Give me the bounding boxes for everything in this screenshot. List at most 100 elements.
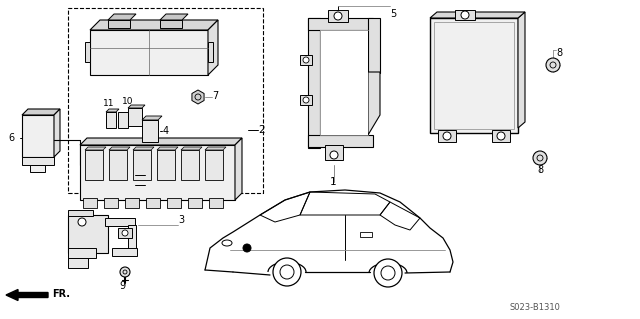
Polygon shape bbox=[181, 147, 202, 150]
Polygon shape bbox=[235, 138, 242, 200]
Polygon shape bbox=[85, 147, 106, 150]
Bar bbox=[325, 145, 343, 160]
Bar bbox=[109, 150, 127, 180]
Circle shape bbox=[330, 151, 338, 159]
Polygon shape bbox=[80, 138, 242, 145]
Text: 8: 8 bbox=[556, 48, 562, 58]
Bar bbox=[118, 228, 132, 238]
Polygon shape bbox=[430, 12, 525, 18]
Polygon shape bbox=[157, 147, 178, 150]
Text: 1: 1 bbox=[330, 177, 337, 187]
Bar bbox=[80, 145, 235, 200]
Bar bbox=[104, 198, 118, 208]
Bar bbox=[85, 150, 103, 180]
Circle shape bbox=[303, 57, 309, 63]
Text: S023-B1310: S023-B1310 bbox=[510, 303, 561, 313]
Circle shape bbox=[334, 12, 342, 20]
Polygon shape bbox=[192, 90, 204, 104]
Bar bbox=[22, 157, 54, 165]
Circle shape bbox=[78, 218, 86, 226]
Circle shape bbox=[374, 259, 402, 287]
Circle shape bbox=[443, 132, 451, 140]
Bar bbox=[106, 112, 116, 128]
Bar bbox=[125, 198, 139, 208]
Bar bbox=[68, 248, 96, 258]
Polygon shape bbox=[106, 109, 119, 112]
Polygon shape bbox=[208, 42, 213, 62]
Bar bbox=[209, 198, 223, 208]
Bar bbox=[360, 232, 372, 237]
Bar bbox=[492, 130, 510, 142]
Polygon shape bbox=[205, 147, 226, 150]
Text: 2: 2 bbox=[258, 125, 264, 135]
Circle shape bbox=[243, 244, 251, 252]
FancyArrow shape bbox=[6, 290, 48, 300]
Text: 10: 10 bbox=[122, 98, 134, 107]
Text: 9: 9 bbox=[119, 281, 125, 291]
Bar bbox=[300, 55, 312, 65]
Bar bbox=[181, 150, 199, 180]
Bar bbox=[68, 8, 263, 193]
Circle shape bbox=[303, 97, 309, 103]
Polygon shape bbox=[90, 20, 218, 30]
Circle shape bbox=[273, 258, 301, 286]
Text: 4: 4 bbox=[163, 126, 169, 136]
Bar bbox=[90, 30, 208, 75]
Bar bbox=[368, 18, 380, 73]
Circle shape bbox=[497, 132, 505, 140]
Bar bbox=[112, 248, 137, 256]
Polygon shape bbox=[108, 20, 130, 28]
Polygon shape bbox=[109, 147, 130, 150]
Circle shape bbox=[546, 58, 560, 72]
Circle shape bbox=[120, 267, 130, 277]
Polygon shape bbox=[22, 109, 60, 115]
Bar bbox=[68, 215, 108, 253]
Polygon shape bbox=[160, 20, 182, 28]
Bar bbox=[188, 198, 202, 208]
Bar bbox=[68, 210, 93, 216]
Bar bbox=[438, 130, 456, 142]
Bar bbox=[328, 10, 348, 22]
Text: 3: 3 bbox=[178, 215, 184, 225]
Bar bbox=[157, 150, 175, 180]
Polygon shape bbox=[108, 14, 136, 20]
Text: FR.: FR. bbox=[52, 289, 70, 299]
Bar bbox=[430, 18, 518, 133]
Bar bbox=[205, 150, 223, 180]
Polygon shape bbox=[518, 12, 525, 128]
Polygon shape bbox=[54, 109, 60, 157]
Bar bbox=[68, 258, 88, 268]
Polygon shape bbox=[368, 72, 380, 135]
Bar bbox=[128, 108, 142, 126]
Bar bbox=[83, 198, 97, 208]
Text: 11: 11 bbox=[103, 100, 115, 108]
Bar bbox=[300, 95, 312, 105]
Bar bbox=[22, 115, 54, 157]
Circle shape bbox=[461, 11, 469, 19]
Circle shape bbox=[122, 230, 128, 236]
Text: 6: 6 bbox=[8, 133, 14, 143]
Bar bbox=[455, 10, 475, 20]
Polygon shape bbox=[208, 20, 218, 75]
Circle shape bbox=[533, 151, 547, 165]
Bar bbox=[308, 18, 320, 148]
Bar bbox=[30, 165, 45, 172]
Polygon shape bbox=[160, 14, 188, 20]
Bar bbox=[128, 225, 136, 250]
Bar bbox=[142, 120, 158, 142]
Bar bbox=[105, 218, 135, 226]
Polygon shape bbox=[133, 147, 154, 150]
Bar bbox=[118, 112, 128, 128]
Ellipse shape bbox=[222, 240, 232, 246]
Bar bbox=[320, 30, 368, 135]
Text: 7: 7 bbox=[212, 91, 218, 101]
Text: 8: 8 bbox=[537, 165, 543, 175]
Polygon shape bbox=[128, 105, 145, 108]
Polygon shape bbox=[142, 116, 162, 120]
Bar bbox=[167, 198, 181, 208]
Bar bbox=[434, 22, 514, 129]
Bar bbox=[308, 135, 373, 147]
Bar bbox=[308, 18, 373, 30]
Bar bbox=[146, 198, 160, 208]
Text: 5: 5 bbox=[390, 9, 396, 19]
